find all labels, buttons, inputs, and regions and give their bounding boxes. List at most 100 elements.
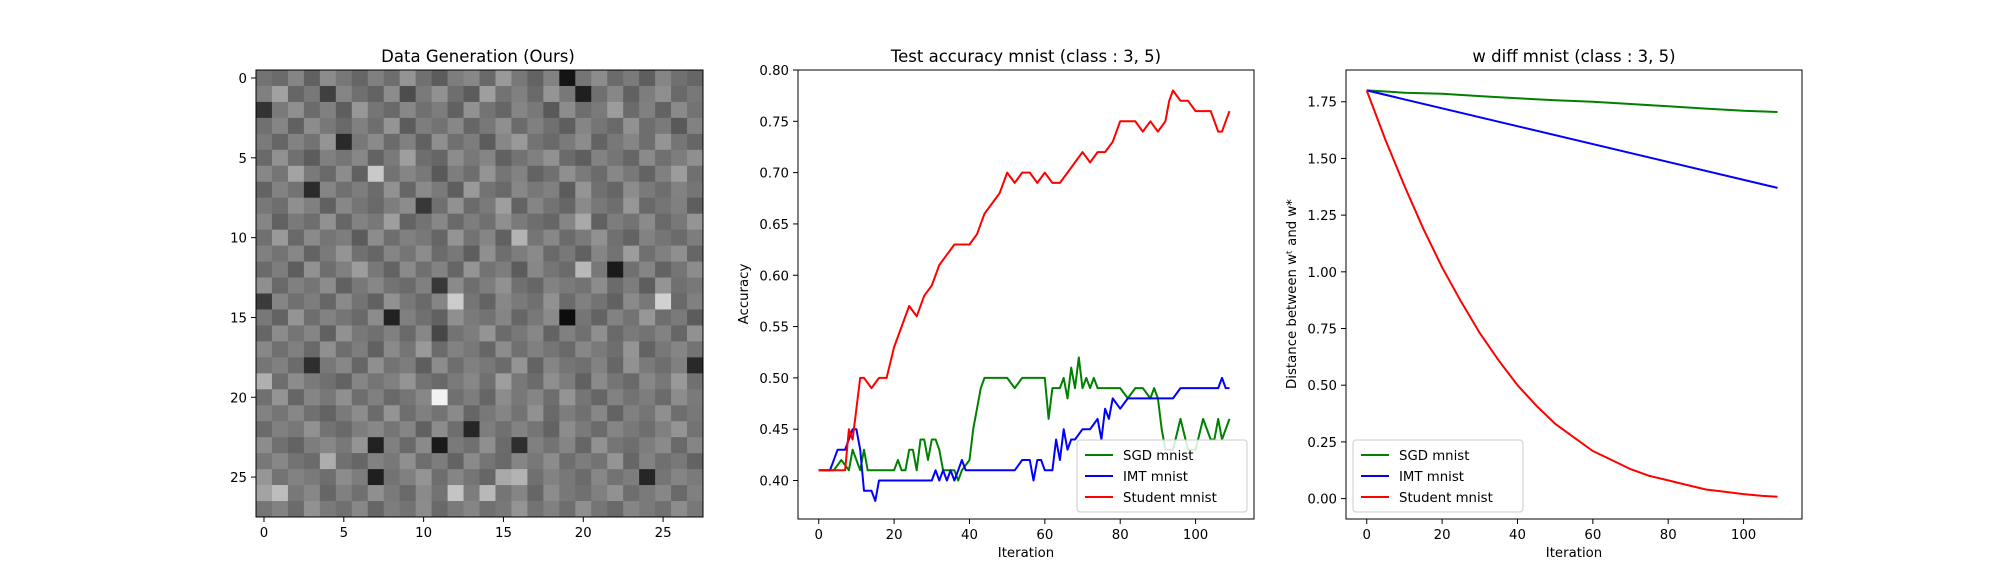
heatmap-cell: [351, 85, 369, 103]
heatmap-cell: [415, 485, 432, 502]
heatmap-cell: [575, 133, 592, 151]
heatmap-cell: [367, 405, 385, 422]
heatmap-cell: [623, 277, 640, 294]
heatmap-image: [256, 70, 704, 518]
accuracy-y-tick-label: 0.70: [759, 167, 789, 182]
heatmap-cell: [559, 149, 576, 167]
heatmap-cell: [383, 453, 401, 470]
heatmap-cell: [511, 325, 528, 342]
heatmap-cell: [575, 405, 592, 422]
heatmap-cell: [271, 261, 289, 278]
heatmap-cell: [287, 70, 305, 87]
heatmap-cell: [447, 421, 464, 438]
heatmap-cell: [655, 165, 672, 183]
heatmap-cell: [287, 501, 305, 518]
heatmap-cell: [431, 277, 448, 294]
heatmap-cell: [527, 261, 544, 278]
heatmap-cell: [687, 469, 704, 486]
heatmap-cell: [399, 245, 417, 262]
heatmap-cell: [431, 421, 448, 438]
heatmap-cell: [319, 421, 337, 438]
heatmap-cell: [607, 197, 624, 215]
heatmap-cell: [591, 213, 608, 231]
heatmap-cell: [335, 469, 353, 486]
heatmap-cell: [671, 501, 688, 518]
heatmap-cell: [447, 453, 464, 470]
heatmap-cell: [447, 70, 464, 87]
heatmap-cell: [623, 261, 640, 278]
heatmap-cell: [383, 373, 401, 390]
heatmap-cell: [527, 149, 544, 167]
heatmap-cell: [639, 70, 656, 87]
wdiff-x-tick-label: 20: [1434, 528, 1451, 543]
heatmap-cell: [271, 117, 289, 135]
heatmap-cell: [351, 325, 369, 342]
heatmap-cell: [383, 341, 401, 358]
heatmap-cell: [335, 421, 353, 438]
heatmap-cell: [623, 357, 640, 374]
heatmap-cell: [287, 85, 305, 103]
heatmap-cell: [447, 341, 464, 358]
heatmap-cell: [687, 341, 704, 358]
heatmap-cell: [447, 501, 464, 518]
heatmap-cell: [271, 405, 289, 422]
heatmap-cell: [303, 213, 321, 231]
heatmap-cell: [271, 277, 289, 294]
heatmap-cell: [671, 261, 688, 278]
accuracy-x-tick-label: 80: [1112, 528, 1129, 543]
heatmap-cell: [463, 245, 480, 262]
heatmap-cell: [559, 373, 576, 390]
heatmap-cell: [256, 453, 273, 470]
heatmap-cell: [351, 421, 369, 438]
accuracy-legend-label: SGD mnist: [1123, 449, 1193, 464]
heatmap-cell: [383, 357, 401, 374]
heatmap-cell: [319, 437, 337, 454]
heatmap-cell: [671, 149, 688, 167]
heatmap-cell: [591, 293, 608, 310]
heatmap-cell: [575, 197, 592, 215]
heatmap-cell: [559, 165, 576, 183]
heatmap-cell: [447, 181, 464, 199]
heatmap-cell: [511, 293, 528, 310]
heatmap-cell: [335, 213, 353, 231]
heatmap-cell: [463, 389, 480, 406]
heatmap-cell: [335, 453, 353, 470]
heatmap-cell: [447, 373, 464, 390]
heatmap-cell: [623, 117, 640, 135]
heatmap-cell: [623, 293, 640, 310]
heatmap-cell: [623, 245, 640, 262]
heatmap-cell: [575, 357, 592, 374]
heatmap-cell: [671, 389, 688, 406]
heatmap-cell: [256, 389, 273, 406]
heatmap-cell: [671, 213, 688, 231]
heatmap-cell: [591, 485, 608, 502]
heatmap-cell: [623, 149, 640, 167]
heatmap-cell: [527, 70, 544, 87]
accuracy-y-tick-label: 0.65: [759, 218, 789, 233]
heatmap-cell: [319, 197, 337, 215]
heatmap-cell: [431, 261, 448, 278]
heatmap-cell: [479, 117, 496, 135]
heatmap-cell: [639, 373, 656, 390]
heatmap-cell: [319, 85, 337, 103]
heatmap-cell: [256, 325, 273, 342]
heatmap-cell: [687, 85, 704, 103]
heatmap-cell: [415, 133, 432, 151]
heatmap-cell: [495, 405, 512, 422]
wdiff-x-tick-label: 100: [1731, 528, 1756, 543]
heatmap-cell: [351, 277, 369, 294]
heatmap-cell: [335, 309, 353, 326]
heatmap-cell: [287, 101, 305, 119]
heatmap-cell: [639, 117, 656, 135]
heatmap-cell: [495, 101, 512, 119]
heatmap-cell: [655, 133, 672, 151]
heatmap-cell: [303, 117, 321, 135]
wdiff-x-tick-label: 0: [1362, 528, 1370, 543]
heatmap-cell: [415, 341, 432, 358]
heatmap-cell: [463, 341, 480, 358]
heatmap-cell: [367, 485, 385, 502]
heatmap-cell: [256, 213, 273, 231]
accuracy-y-label: Accuracy: [737, 264, 752, 325]
heatmap-cell: [527, 213, 544, 231]
heatmap-cell: [575, 245, 592, 262]
